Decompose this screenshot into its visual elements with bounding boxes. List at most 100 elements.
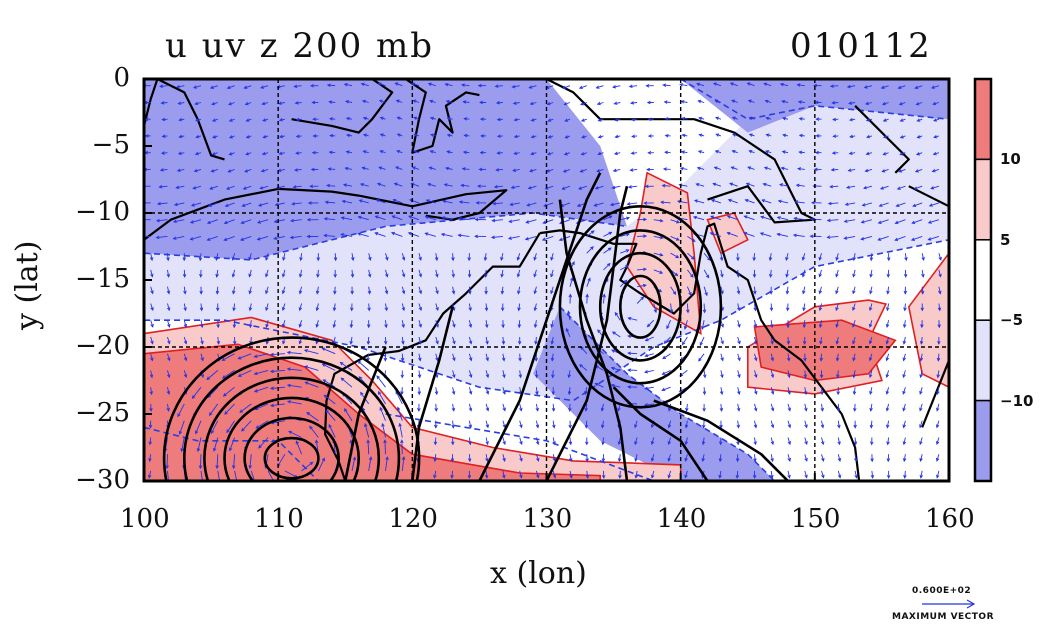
wind-vector-873 (286, 383, 302, 388)
wind-vector-620 (886, 286, 890, 295)
chart-date-label: 010112 (790, 26, 932, 66)
wind-vector-277 (763, 166, 772, 170)
wind-vector-853 (770, 370, 775, 379)
wind-vector-315 (594, 185, 604, 190)
wind-vector-132 (748, 116, 755, 120)
wind-vector-824 (269, 369, 285, 374)
wind-vector-998 (787, 420, 792, 429)
wind-vector-238 (915, 152, 923, 156)
wind-vector-735 (401, 336, 405, 345)
wind-vector-952 (820, 403, 825, 412)
y-tick-label: −30 (75, 465, 130, 495)
wind-vector-653 (636, 296, 645, 304)
coastline-2 (291, 79, 394, 134)
wind-vector-894 (644, 386, 654, 391)
wind-vector-604 (619, 279, 628, 288)
wind-vector-844 (610, 366, 621, 371)
wind-vector-677 (232, 320, 237, 329)
wind-vector-605 (637, 283, 647, 288)
wind-vector-695 (533, 320, 538, 329)
wind-vector-59 (328, 100, 336, 104)
wind-vector-1053 (902, 437, 907, 446)
wind-vector-1098 (854, 454, 858, 463)
wind-vector-910 (919, 387, 923, 395)
wind-vector-460 (620, 232, 630, 237)
wind-vector-1071 (400, 439, 404, 455)
u-dashed-contour-1 (144, 239, 949, 402)
wind-vector-75 (596, 101, 604, 106)
wind-vector-946 (719, 403, 724, 412)
wind-vector-91 (865, 101, 873, 106)
wind-vector-744 (550, 336, 555, 345)
wind-vector-1103 (935, 454, 940, 462)
wind-vector-1033 (568, 437, 573, 446)
wind-vector-339 (190, 202, 202, 207)
wind-vector-548 (484, 269, 488, 278)
y-tick-label: −15 (75, 264, 130, 294)
wind-vector-1128 (552, 470, 557, 479)
wind-vector-892 (610, 383, 621, 388)
wind-vector-138 (849, 117, 856, 122)
wind-vector-530 (182, 269, 187, 278)
u-region-6 (626, 171, 702, 336)
wind-vector-684 (349, 320, 354, 329)
wind-vector-929 (434, 403, 438, 412)
wind-vector-611 (736, 286, 741, 295)
wind-vector-826 (304, 365, 319, 371)
wind-vector-906 (852, 387, 857, 396)
wind-vector-202 (311, 150, 319, 155)
wind-vector-760 (819, 336, 823, 345)
wind-vector-235 (865, 151, 873, 156)
u-dashed-contour-4 (680, 79, 949, 121)
wind-vector-1056 (148, 454, 152, 463)
wind-vector-1092 (753, 454, 757, 463)
wind-vector-651 (602, 293, 606, 304)
wind-vector-126 (647, 117, 654, 122)
wind-vector-302 (376, 182, 386, 187)
wind-vector-448 (407, 231, 420, 237)
wind-vector-130 (715, 116, 722, 121)
wind-vector-187 (866, 134, 873, 139)
wind-vector-762 (852, 336, 856, 345)
wind-vector-50 (177, 101, 185, 105)
wind-vector-319 (661, 183, 671, 188)
wind-vector-26 (578, 85, 587, 90)
wind-vector-94 (915, 101, 923, 106)
wind-vector-67 (462, 100, 470, 104)
z-trough-5 (411, 306, 454, 481)
wind-vector-860 (885, 370, 890, 379)
wind-vector-92 (881, 101, 889, 106)
wind-vector-766 (919, 336, 924, 345)
wind-vector-613 (769, 286, 773, 295)
wind-vector-861 (902, 370, 906, 379)
colorbar-frame (973, 77, 993, 483)
wind-vector-193 (160, 151, 168, 155)
wind-vector-68 (479, 100, 487, 105)
wind-vector-27 (595, 85, 604, 89)
wind-vector-474 (843, 235, 856, 240)
wind-vector-308 (477, 184, 487, 188)
wind-vector-517 (768, 253, 773, 262)
wind-vector-650 (585, 293, 589, 304)
wind-vector-470 (776, 232, 789, 237)
wind-vector-70 (512, 101, 520, 105)
wind-vector-721 (167, 336, 171, 345)
wind-vector-393 (290, 218, 302, 223)
wind-vector-871 (253, 386, 269, 393)
wind-vector-934 (519, 403, 523, 412)
wind-vector-917 (224, 403, 235, 415)
wind-vector-914 (177, 403, 185, 418)
wind-vector-102 (245, 118, 252, 122)
wind-vector-13 (360, 82, 369, 87)
wind-vector-19 (461, 83, 470, 87)
wind-vector-165 (496, 134, 503, 138)
wind-vector-789 (501, 353, 506, 362)
wind-vector-439 (256, 235, 269, 241)
wind-vector-164 (480, 134, 487, 138)
wind-vector-549 (500, 269, 504, 278)
wind-vector-947 (736, 403, 741, 412)
wind-vector-983 (535, 420, 540, 429)
wind-vector-1006 (919, 420, 923, 429)
wind-vector-239 (932, 151, 940, 156)
wind-vector-23 (528, 85, 537, 89)
